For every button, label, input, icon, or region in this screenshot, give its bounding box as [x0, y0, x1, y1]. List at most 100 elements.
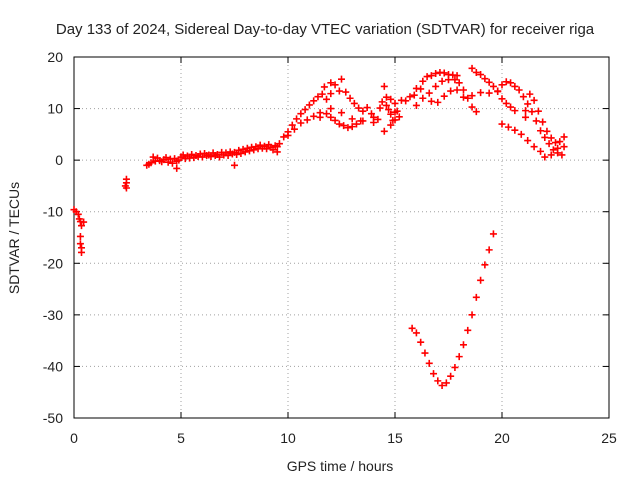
x-tick-label: 0 [70, 430, 78, 446]
data-point [224, 152, 232, 160]
data-point [273, 148, 281, 156]
data-point [464, 326, 472, 334]
data-point [532, 117, 540, 125]
data-point [331, 116, 339, 124]
data-point [524, 100, 532, 108]
y-tick-label: 0 [55, 152, 63, 168]
data-point [455, 79, 463, 87]
data-point [367, 110, 375, 118]
data-point [445, 76, 452, 84]
data-point [80, 218, 88, 226]
data-point [335, 120, 343, 128]
data-point [427, 72, 435, 80]
data-point [423, 73, 431, 81]
data-point [417, 338, 425, 346]
data-point [432, 70, 440, 78]
data-point [327, 105, 335, 113]
data-point [310, 112, 318, 120]
data-point [489, 82, 497, 90]
y-tick-label: 10 [47, 101, 63, 117]
data-point [468, 311, 476, 319]
data-point [168, 159, 176, 167]
data-point [410, 91, 418, 99]
data-point [468, 92, 476, 100]
data-point [541, 133, 549, 141]
data-point [451, 76, 459, 84]
data-point [338, 109, 345, 117]
data-point [391, 99, 399, 107]
data-point [76, 240, 84, 248]
data-point [327, 79, 335, 87]
data-point [74, 210, 82, 218]
data-point [468, 64, 476, 72]
y-tick-label: -20 [43, 255, 63, 271]
data-point [419, 77, 427, 85]
data-point [275, 140, 283, 148]
data-point [507, 79, 515, 87]
data-point [554, 144, 562, 152]
data-point [425, 359, 433, 367]
data-point [162, 154, 170, 162]
data-point [526, 90, 534, 98]
data-point [359, 107, 367, 115]
data-point [320, 83, 328, 91]
data-point [293, 115, 301, 123]
data-point [502, 78, 510, 86]
data-point [233, 150, 241, 158]
data-point [498, 120, 506, 128]
data-point [485, 89, 493, 97]
data-point [537, 127, 545, 135]
data-point [327, 113, 335, 121]
data-point [459, 86, 467, 94]
data-point [545, 140, 553, 148]
data-point [331, 81, 339, 89]
chart-title: Day 133 of 2024, Sidereal Day-to-day VTE… [56, 21, 595, 38]
data-point [179, 151, 187, 159]
data-point [434, 98, 442, 106]
data-point [402, 97, 410, 105]
y-tick-label: -30 [43, 307, 63, 323]
data-point [380, 82, 388, 90]
data-point [342, 88, 350, 96]
data-point [522, 107, 530, 115]
data-point [346, 94, 354, 102]
axis-ticks [73, 56, 610, 419]
data-point [447, 87, 455, 95]
data-point [494, 88, 502, 96]
data-point [149, 153, 157, 161]
data-point [530, 143, 538, 151]
data-point [173, 164, 181, 172]
data-point [391, 108, 399, 116]
data-point [556, 138, 564, 146]
data-point [511, 126, 519, 134]
data-point [539, 118, 547, 126]
data-point [519, 93, 527, 101]
data-point [472, 68, 480, 76]
data-point [528, 108, 536, 116]
data-point [477, 71, 485, 79]
data-point [297, 110, 305, 118]
data-point [290, 125, 298, 133]
data-point [340, 122, 348, 130]
data-point [318, 90, 326, 98]
data-point [421, 349, 429, 357]
data-point [472, 293, 480, 301]
data-point [122, 184, 130, 192]
y-tick-label: -50 [43, 410, 63, 426]
data-point [442, 379, 450, 387]
data-point [453, 72, 461, 80]
x-axis-title: GPS time / hours [287, 458, 394, 474]
data-point [504, 123, 512, 131]
data-point [245, 147, 253, 155]
data-point [417, 85, 425, 93]
data-point [455, 353, 463, 361]
data-point [385, 106, 393, 114]
data-point [502, 99, 510, 107]
data-point [363, 104, 371, 112]
data-point [216, 153, 224, 161]
data-point [459, 341, 467, 349]
data-point [301, 106, 309, 114]
data-point [382, 93, 390, 101]
data-point [438, 77, 446, 85]
data-point [438, 382, 446, 390]
